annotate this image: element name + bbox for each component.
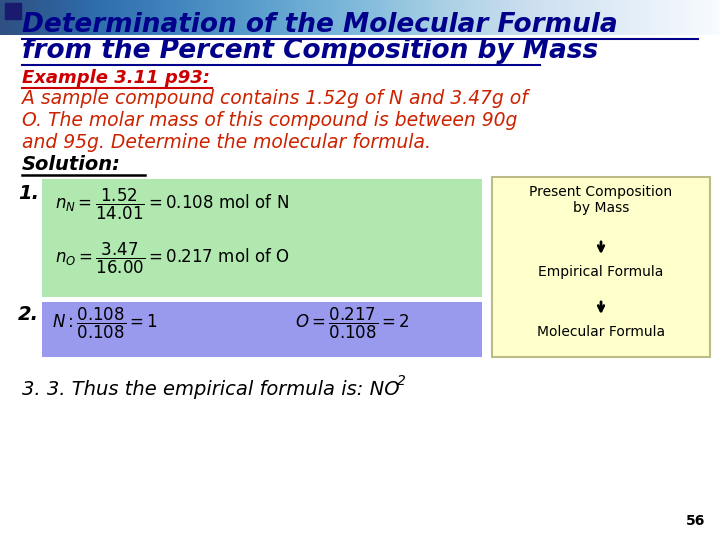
Text: $N : \dfrac{0.108}{0.108} = 1$: $N : \dfrac{0.108}{0.108} = 1$ <box>52 306 158 341</box>
Text: Solution:: Solution: <box>22 155 121 174</box>
FancyBboxPatch shape <box>42 302 482 357</box>
Text: Empirical Formula: Empirical Formula <box>539 265 664 279</box>
Text: Molecular Formula: Molecular Formula <box>537 325 665 339</box>
FancyBboxPatch shape <box>42 179 482 297</box>
Text: and 95g. Determine the molecular formula.: and 95g. Determine the molecular formula… <box>22 133 431 152</box>
Text: 2.: 2. <box>18 305 39 324</box>
Text: Example 3.11 p93:: Example 3.11 p93: <box>22 69 210 87</box>
Text: $n_N = \dfrac{1.52}{14.01} = 0.108\ \mathrm{mol\ of\ N}$: $n_N = \dfrac{1.52}{14.01} = 0.108\ \mat… <box>55 187 289 222</box>
Text: $O = \dfrac{0.217}{0.108} = 2$: $O = \dfrac{0.217}{0.108} = 2$ <box>295 306 410 341</box>
Text: from the Percent Composition by Mass: from the Percent Composition by Mass <box>22 38 598 64</box>
Text: Determination of the Molecular Formula: Determination of the Molecular Formula <box>22 12 618 38</box>
Text: 3. 3. Thus the empirical formula is: NO: 3. 3. Thus the empirical formula is: NO <box>22 380 400 399</box>
FancyBboxPatch shape <box>492 177 710 357</box>
Text: Present Composition
by Mass: Present Composition by Mass <box>529 185 672 215</box>
Text: A sample compound contains 1.52g of N and 3.47g of: A sample compound contains 1.52g of N an… <box>22 89 528 108</box>
Text: 56: 56 <box>685 514 705 528</box>
Text: 2: 2 <box>397 374 406 388</box>
Text: $n_O = \dfrac{3.47}{16.00} = 0.217\ \mathrm{mol\ of\ O}$: $n_O = \dfrac{3.47}{16.00} = 0.217\ \mat… <box>55 241 289 276</box>
Text: 1.: 1. <box>18 184 39 203</box>
Bar <box>5 3 21 19</box>
Text: O. The molar mass of this compound is between 90g: O. The molar mass of this compound is be… <box>22 111 518 130</box>
